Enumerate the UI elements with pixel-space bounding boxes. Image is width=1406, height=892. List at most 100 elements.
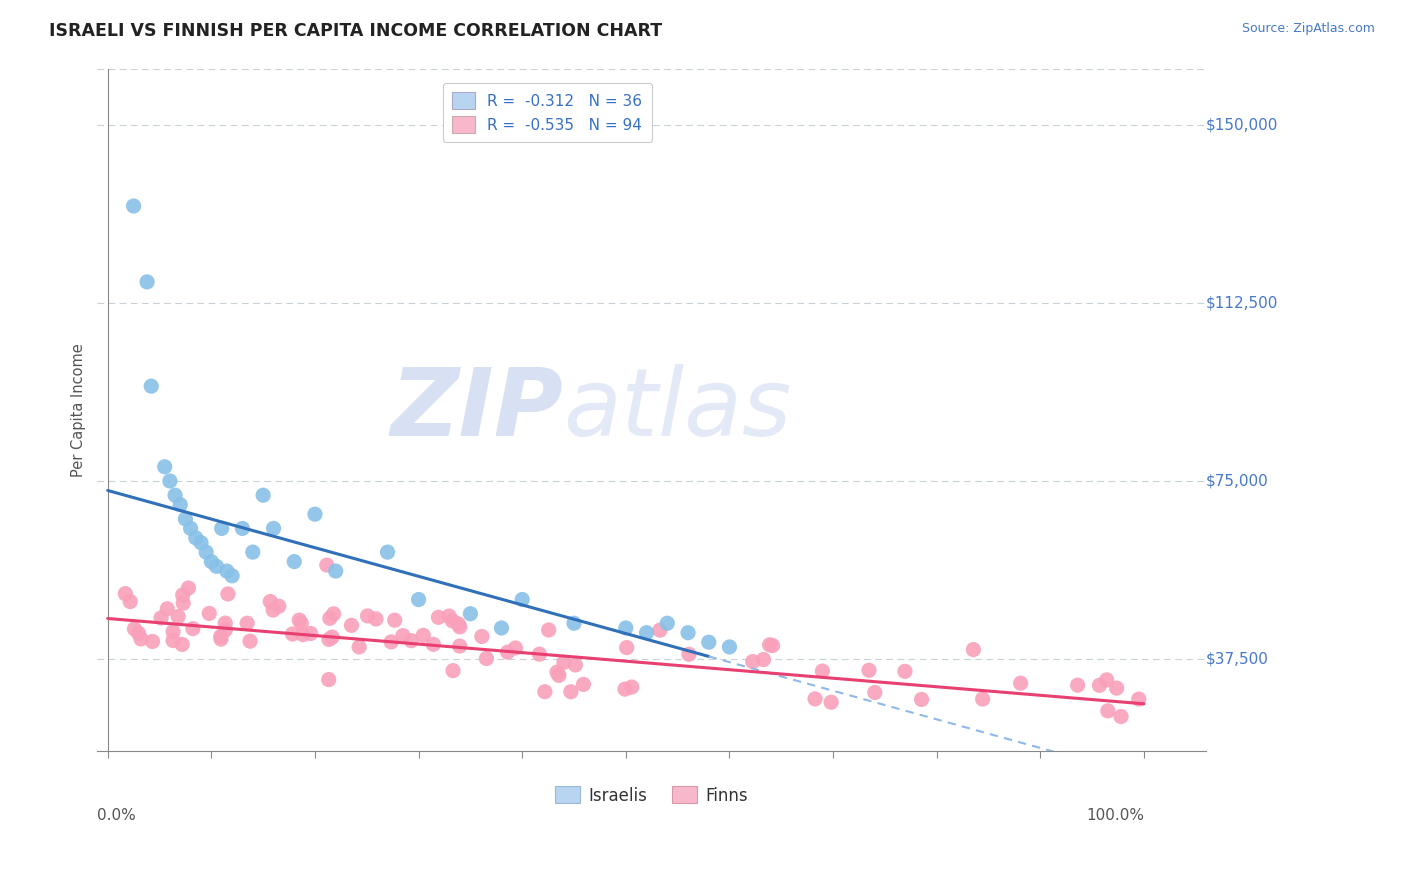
Point <box>741 655 763 669</box>
Point <box>211 521 233 535</box>
Point <box>141 379 163 393</box>
Point <box>177 581 200 595</box>
Point <box>259 594 281 608</box>
Point <box>811 664 834 678</box>
Point <box>200 555 222 569</box>
Text: 0.0%: 0.0% <box>97 808 136 823</box>
Point <box>267 599 290 614</box>
Text: ZIP: ZIP <box>391 364 562 456</box>
Point <box>572 677 595 691</box>
Point <box>863 685 886 699</box>
Point <box>195 545 218 559</box>
Point <box>214 623 236 637</box>
Point <box>858 663 880 677</box>
Point <box>392 629 415 643</box>
Point <box>972 692 994 706</box>
Point <box>315 558 337 573</box>
Point <box>291 628 314 642</box>
Y-axis label: Per Capita Income: Per Capita Income <box>72 343 86 476</box>
Point <box>412 628 434 642</box>
Point <box>820 695 842 709</box>
Point <box>491 621 513 635</box>
Point <box>471 630 494 644</box>
Point <box>377 545 399 559</box>
Point <box>546 665 568 680</box>
Point <box>162 633 184 648</box>
Point <box>174 512 197 526</box>
Point <box>214 616 236 631</box>
Point <box>697 635 720 649</box>
Point <box>252 488 274 502</box>
Point <box>136 275 159 289</box>
Point <box>322 607 344 621</box>
Text: $75,000: $75,000 <box>1206 474 1268 489</box>
Point <box>1095 673 1118 687</box>
Point <box>190 535 212 549</box>
Point <box>217 587 239 601</box>
Point <box>1088 678 1111 692</box>
Point <box>616 640 638 655</box>
Point <box>676 625 699 640</box>
Point <box>290 616 312 631</box>
Point <box>299 626 322 640</box>
Point <box>437 609 460 624</box>
Point <box>172 588 194 602</box>
Point <box>172 637 194 651</box>
Point <box>169 498 191 512</box>
Point <box>1010 676 1032 690</box>
Point <box>205 559 228 574</box>
Point <box>150 611 173 625</box>
Point <box>263 521 285 535</box>
Point <box>648 623 671 637</box>
Point <box>165 488 187 502</box>
Point <box>128 626 150 640</box>
Point <box>236 616 259 631</box>
Point <box>347 640 370 654</box>
Point <box>804 692 827 706</box>
Point <box>122 199 145 213</box>
Point <box>560 685 582 699</box>
Point <box>408 592 430 607</box>
Point <box>215 564 238 578</box>
Point <box>441 614 464 628</box>
Point <box>321 630 343 644</box>
Point <box>752 652 775 666</box>
Point <box>129 632 152 646</box>
Point <box>162 624 184 639</box>
Point <box>318 673 340 687</box>
Point <box>636 625 658 640</box>
Point <box>475 651 498 665</box>
Point <box>562 616 585 631</box>
Point <box>364 612 387 626</box>
Point <box>441 664 464 678</box>
Text: atlas: atlas <box>562 364 792 456</box>
Point <box>1105 681 1128 695</box>
Point <box>184 531 207 545</box>
Point <box>356 609 378 624</box>
Point <box>231 521 253 535</box>
Point <box>460 607 482 621</box>
Point <box>384 613 406 627</box>
Point <box>510 592 533 607</box>
Point <box>141 634 163 648</box>
Point <box>548 668 571 682</box>
Text: $150,000: $150,000 <box>1206 118 1278 133</box>
Point <box>159 474 181 488</box>
Point <box>288 613 311 627</box>
Point <box>304 507 326 521</box>
Point <box>401 633 423 648</box>
Point <box>678 647 700 661</box>
Point <box>262 603 284 617</box>
Point <box>318 632 340 647</box>
Point <box>124 622 146 636</box>
Point <box>758 638 780 652</box>
Point <box>537 623 560 637</box>
Text: ISRAELI VS FINNISH PER CAPITA INCOME CORRELATION CHART: ISRAELI VS FINNISH PER CAPITA INCOME COR… <box>49 22 662 40</box>
Point <box>894 665 917 679</box>
Point <box>1128 692 1150 706</box>
Point <box>114 587 136 601</box>
Point <box>553 655 575 669</box>
Point <box>529 647 551 661</box>
Point <box>1097 704 1119 718</box>
Point <box>120 594 142 608</box>
